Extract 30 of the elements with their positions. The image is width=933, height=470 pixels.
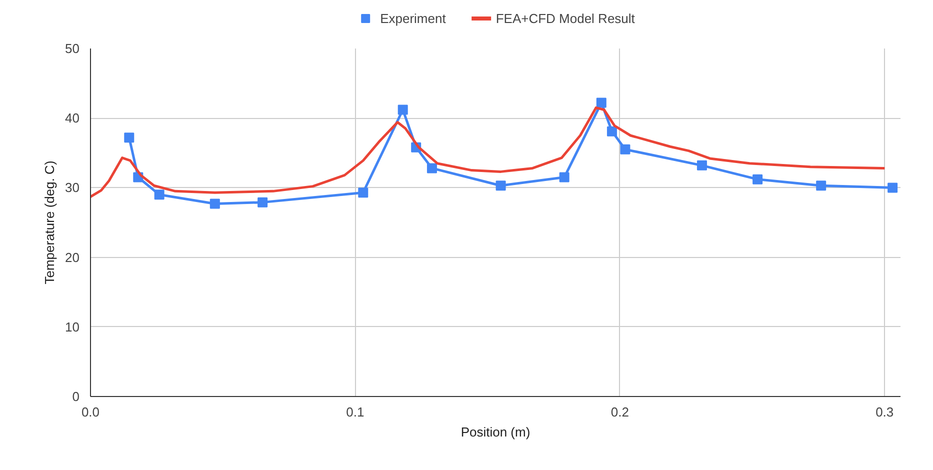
x-tick-label: 0.1 bbox=[346, 404, 364, 420]
point bbox=[620, 144, 630, 154]
point bbox=[596, 98, 606, 108]
point bbox=[816, 180, 826, 191]
x-axis-title: Position (m) bbox=[460, 424, 530, 440]
point bbox=[888, 182, 898, 193]
y-tick-label: 0 bbox=[72, 389, 80, 404]
point bbox=[358, 188, 368, 198]
legend-label: FEA+CFD Model Result bbox=[496, 10, 635, 26]
point bbox=[154, 190, 164, 200]
y-tick-label: 20 bbox=[65, 250, 80, 265]
y-axis-title: Temperature (deg. C) bbox=[42, 160, 58, 284]
point bbox=[496, 180, 506, 191]
legend-label: Experiment bbox=[380, 10, 446, 26]
point bbox=[258, 197, 268, 208]
point bbox=[124, 132, 134, 143]
y-tick-label: 10 bbox=[65, 319, 80, 334]
y-tick-label: 50 bbox=[65, 41, 80, 56]
point bbox=[398, 104, 408, 115]
point bbox=[210, 198, 220, 209]
point bbox=[696, 160, 707, 170]
point bbox=[426, 163, 437, 174]
point bbox=[606, 126, 617, 136]
point bbox=[559, 172, 570, 182]
x-tick-label: 0.2 bbox=[610, 404, 629, 420]
y-tick-label: 40 bbox=[65, 110, 80, 126]
x-tick-label: 0.3 bbox=[876, 404, 894, 420]
y-tick-label: 30 bbox=[65, 180, 80, 196]
point bbox=[752, 174, 763, 184]
x-tick-label: 0.0 bbox=[81, 404, 100, 420]
